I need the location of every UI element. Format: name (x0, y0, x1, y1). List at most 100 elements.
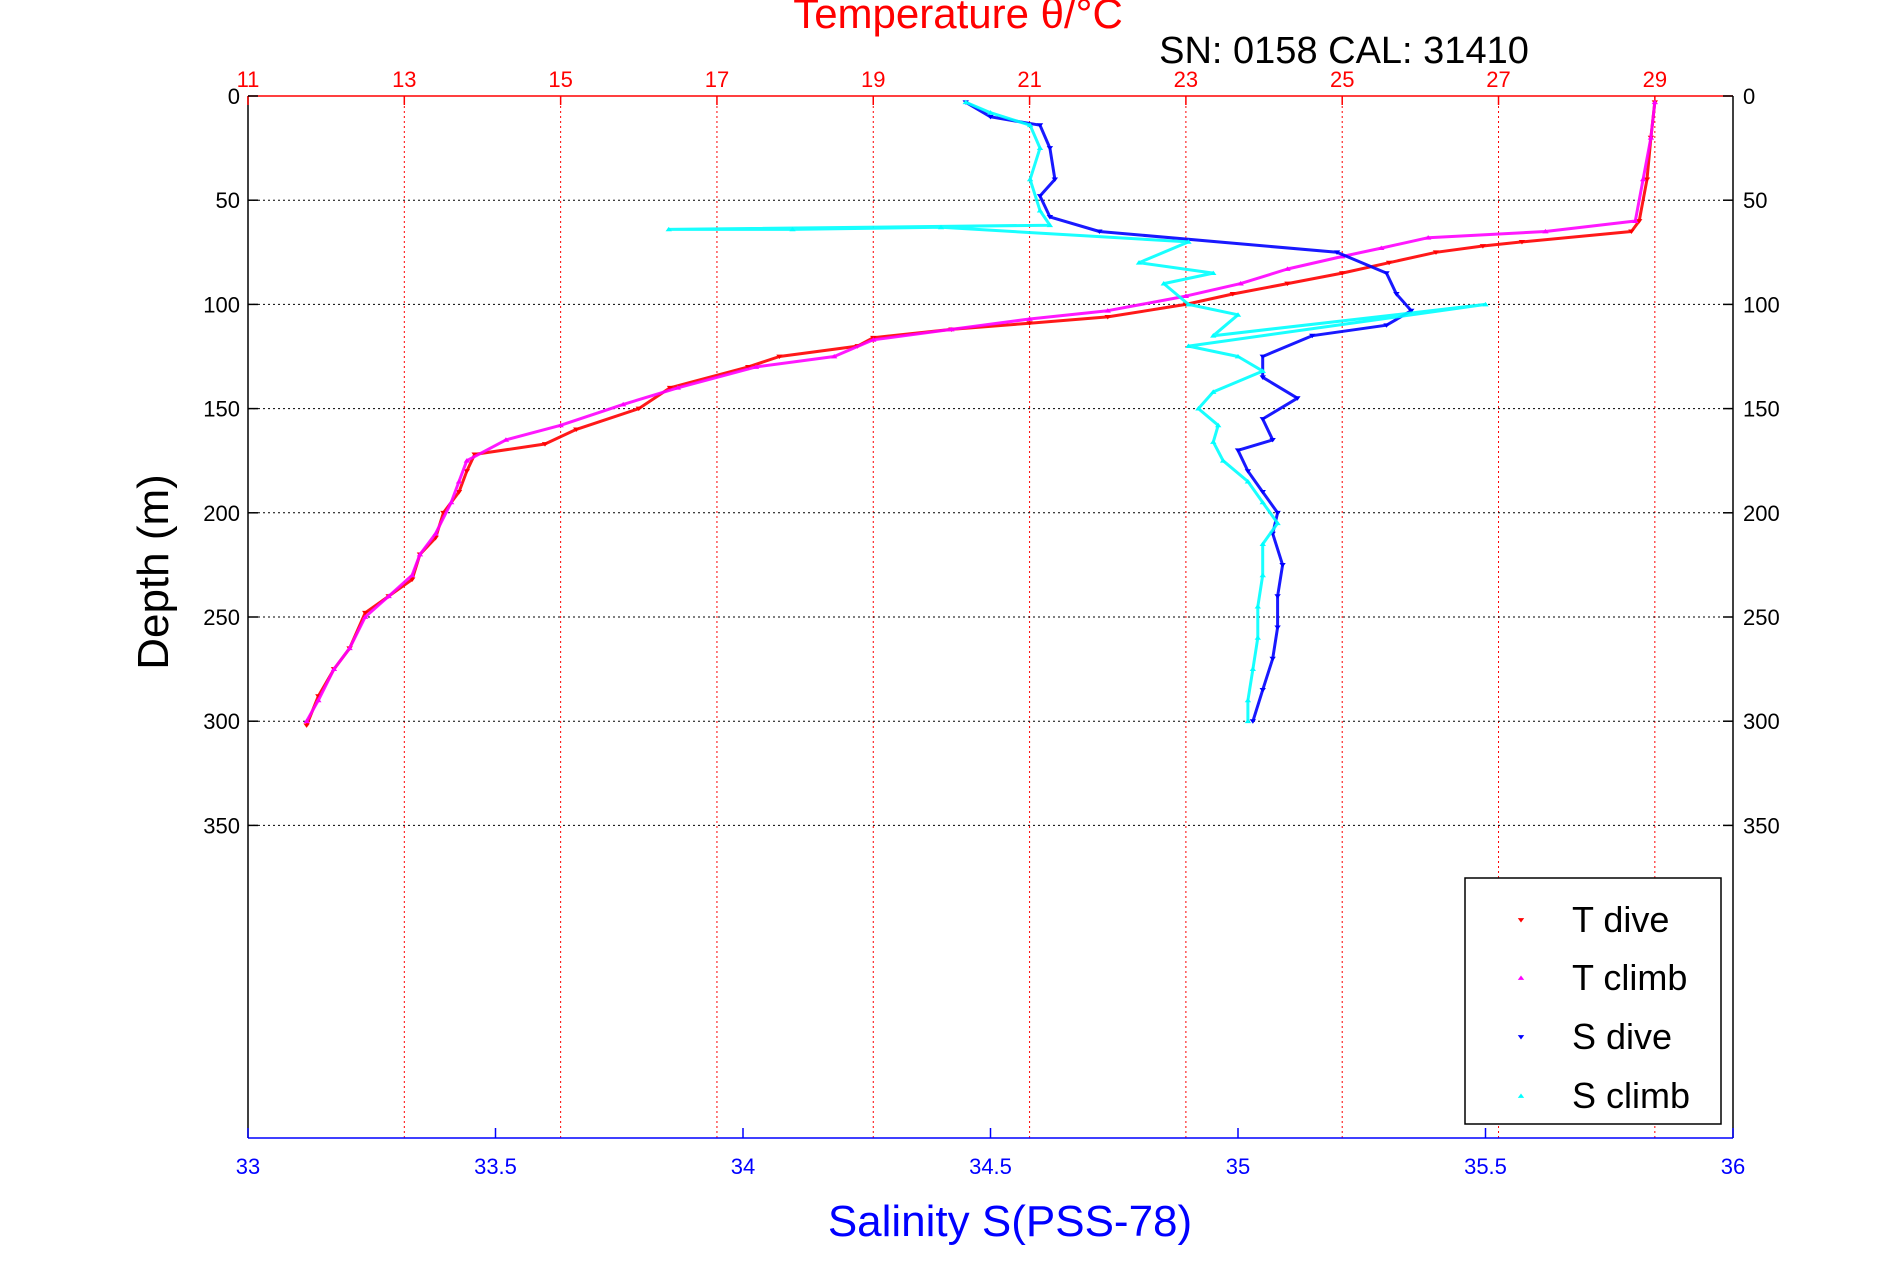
data-point-t-climb (1284, 266, 1291, 271)
data-point-t-climb (619, 401, 627, 407)
data-point-t-dive (776, 354, 783, 360)
data-point-s-climb (1210, 389, 1217, 394)
data-point-t-dive (1628, 229, 1635, 235)
data-point-s-dive (1259, 375, 1266, 380)
data-point-s-climb (1185, 343, 1192, 348)
data-point-s-dive (1383, 271, 1390, 276)
temperature-tick-label: 27 (1486, 67, 1510, 92)
data-point-s-dive (1036, 194, 1044, 199)
data-point-s-climb (962, 99, 969, 105)
data-point-t-dive (455, 490, 463, 495)
legend-label-s-climb: S climb (1572, 1075, 1690, 1116)
data-point-t-dive (303, 723, 310, 728)
salinity-tick-label: 35 (1226, 1154, 1250, 1179)
data-point-s-climb (1259, 572, 1266, 578)
data-point-s-climb (937, 224, 945, 230)
data-point-t-climb (870, 337, 877, 342)
data-point-s-dive (1333, 250, 1341, 255)
temperature-tick-label: 21 (1017, 67, 1041, 92)
data-point-s-dive (1279, 562, 1286, 568)
data-point-s-dive (1249, 719, 1257, 724)
data-point-s-climb (1026, 176, 1034, 182)
temperature-tick-label: 23 (1174, 67, 1198, 92)
data-point-t-dive (1518, 239, 1526, 245)
depth-tick-label-right: 300 (1743, 709, 1780, 734)
depth-tick-label-left: 100 (203, 292, 240, 317)
data-point-s-dive (1036, 123, 1044, 128)
data-point-s-climb (1259, 541, 1266, 546)
data-point-t-climb (303, 718, 310, 724)
data-point-s-climb (1185, 301, 1192, 307)
data-point-s-dive (1259, 354, 1266, 360)
depth-tick-label-right: 50 (1743, 188, 1767, 213)
data-point-s-climb (1185, 239, 1192, 244)
depth-tick-label-left: 150 (203, 397, 240, 422)
depth-tick-label-right: 100 (1743, 292, 1780, 317)
data-point-t-dive (362, 610, 369, 616)
legend-label-s-dive: S dive (1572, 1016, 1672, 1057)
data-point-t-dive (1339, 271, 1346, 276)
x-axis-label: Salinity S(PSS-78) (828, 1197, 1192, 1246)
data-point-s-climb (1026, 122, 1034, 128)
data-point-t-dive (541, 442, 549, 447)
data-point-s-climb (1244, 718, 1252, 724)
data-point-t-dive (1229, 292, 1236, 297)
data-point-s-climb (1244, 478, 1252, 484)
data-point-s-climb (1249, 666, 1257, 672)
temperature-tick-label: 13 (392, 67, 416, 92)
data-point-s-dive (1393, 292, 1400, 297)
data-point-t-climb (315, 697, 322, 703)
legend-marker-t-dive (1517, 918, 1525, 923)
depth-tick-label-left: 250 (203, 605, 240, 630)
temperature-tick-label: 17 (705, 67, 729, 92)
legend-label-t-dive: T dive (1572, 899, 1669, 940)
data-point-s-climb (1219, 458, 1227, 463)
data-point-t-climb (1639, 176, 1647, 182)
chart-subtitle: SN: 0158 CAL: 31410 (1159, 30, 1529, 72)
data-point-t-dive (1432, 250, 1440, 255)
temperature-tick-label: 19 (861, 67, 885, 92)
data-point-t-climb (830, 353, 838, 359)
data-point-t-dive (573, 427, 580, 432)
data-point-s-dive (1096, 229, 1103, 235)
data-point-t-climb (752, 364, 760, 369)
data-point-s-climb (1210, 333, 1217, 338)
data-point-s-climb (1482, 301, 1489, 307)
data-point-t-climb (385, 593, 392, 599)
y-axis-label: Depth (m) (129, 474, 178, 670)
data-point-t-climb (1424, 235, 1432, 240)
data-point-t-dive (1026, 321, 1033, 326)
data-point-s-climb (1254, 604, 1261, 609)
depth-tick-label-right: 150 (1743, 397, 1780, 422)
data-point-s-dive (1259, 688, 1266, 693)
legend-label-t-climb: T climb (1572, 957, 1687, 998)
data-point-t-dive (1385, 260, 1393, 266)
data-point-t-climb (346, 645, 353, 651)
data-point-t-climb (455, 478, 463, 484)
salinity-tick-label: 36 (1721, 1154, 1745, 1179)
data-point-t-dive (1479, 244, 1487, 249)
series-line-s-climb (667, 100, 1487, 722)
legend-marker-s-climb (1517, 1093, 1525, 1098)
data-point-t-dive (1104, 314, 1111, 320)
data-point-s-climb (1195, 406, 1202, 411)
depth-tick-label-left: 300 (203, 709, 240, 734)
data-point-t-climb (948, 326, 955, 332)
data-point-s-dive (1269, 437, 1276, 443)
data-point-t-climb (362, 614, 369, 619)
depth-tick-label-left: 50 (216, 188, 240, 213)
data-point-s-climb (1046, 222, 1054, 228)
data-point-t-dive (666, 385, 674, 391)
data-point-t-climb (1542, 228, 1549, 234)
data-point-s-dive (1274, 510, 1281, 516)
salinity-tick-label: 34 (731, 1154, 755, 1179)
data-point-s-climb (1234, 312, 1242, 317)
data-point-t-climb (1632, 218, 1639, 223)
data-point-s-climb (1036, 208, 1044, 213)
data-point-s-climb (1254, 635, 1261, 640)
data-point-s-climb (1135, 260, 1143, 265)
data-point-s-dive (1383, 323, 1390, 328)
data-point-t-climb (674, 385, 682, 390)
temperature-tick-label: 11 (237, 67, 260, 92)
